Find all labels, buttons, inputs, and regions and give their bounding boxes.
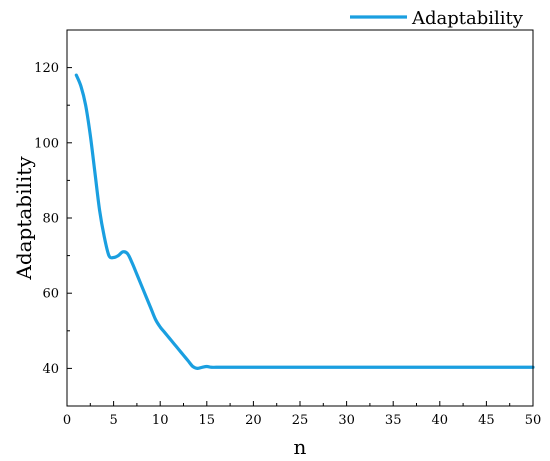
y-axis-title: Adaptability — [12, 156, 36, 281]
y-tick-label: 40 — [42, 362, 59, 377]
adaptability-line — [74, 73, 535, 371]
x-tick-label: 45 — [478, 413, 495, 428]
tick-labels: 0 5 10 15 20 25 30 35 40 45 50 40 60 80 100 120 — [34, 61, 541, 428]
x-tick-label: 30 — [338, 413, 355, 428]
axis-ticks — [66, 29, 534, 407]
y-tick-label: 60 — [42, 287, 59, 302]
x-tick-label: 0 — [63, 413, 71, 428]
y-tick-label: 100 — [34, 136, 59, 151]
legend-label-adaptability: Adaptability — [411, 8, 524, 29]
x-tick-label: 25 — [292, 413, 309, 428]
plot-frame — [66, 29, 534, 407]
legend: Adaptability — [350, 8, 524, 29]
y-tick-label: 120 — [34, 61, 59, 76]
x-tick-label: 5 — [109, 413, 117, 428]
x-tick-label: 15 — [199, 413, 216, 428]
x-tick-label: 10 — [152, 413, 169, 428]
x-tick-label: 35 — [385, 413, 402, 428]
y-tick-label: 80 — [42, 212, 59, 227]
x-axis-title: n — [294, 435, 307, 459]
x-tick-label: 40 — [432, 413, 449, 428]
x-tick-label: 20 — [245, 413, 262, 428]
x-tick-label: 50 — [525, 413, 542, 428]
